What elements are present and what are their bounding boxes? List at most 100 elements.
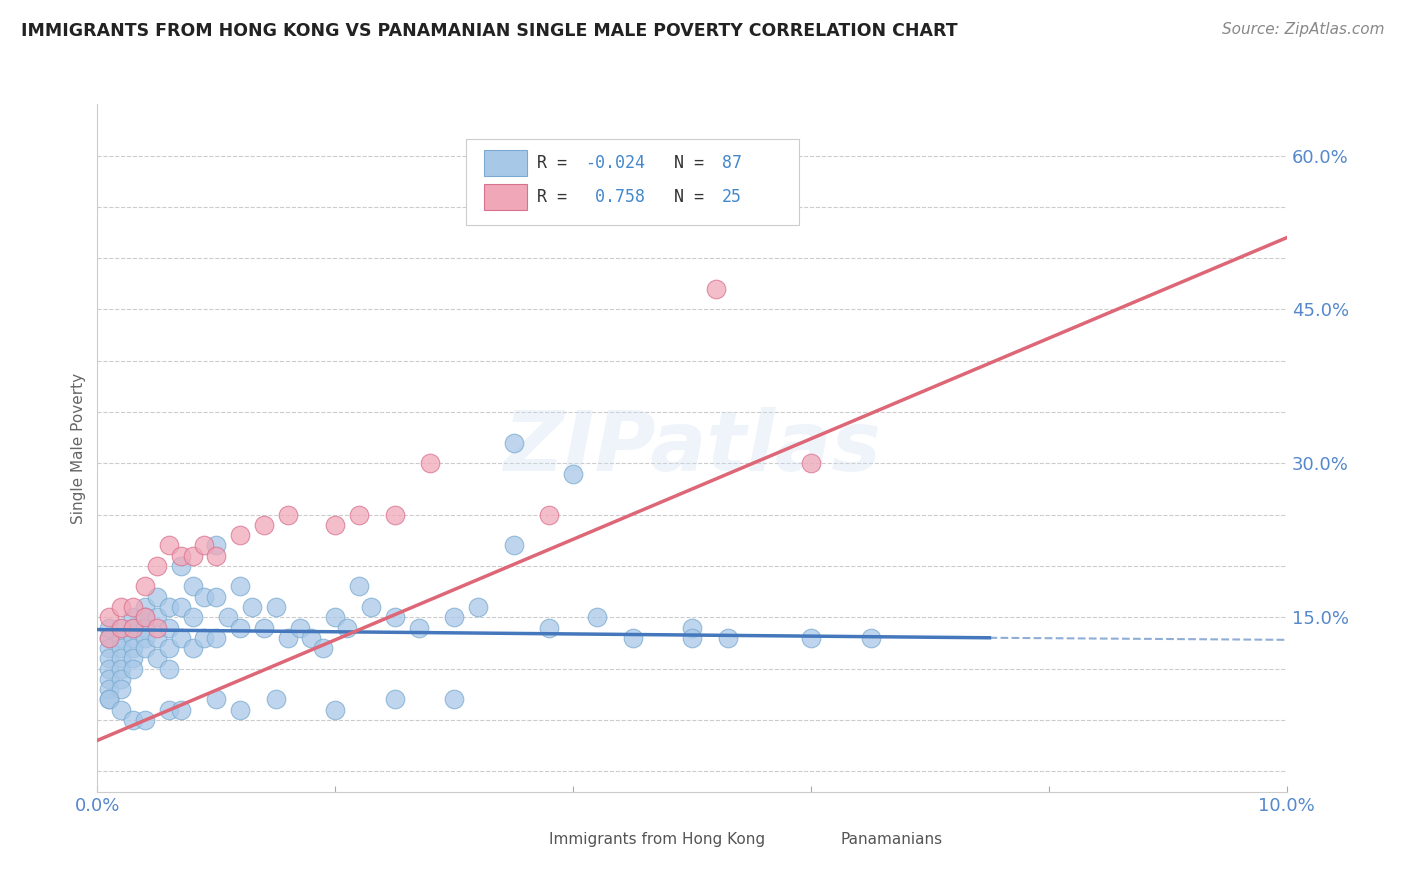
- Point: [110, 682, 132, 697]
- Point: [98, 692, 121, 706]
- Point: [98, 620, 121, 634]
- Point: [205, 590, 228, 604]
- Point: [562, 467, 585, 481]
- Point: [146, 590, 169, 604]
- Point: [98, 631, 121, 645]
- Point: [134, 579, 156, 593]
- Point: [253, 620, 276, 634]
- Point: [347, 579, 370, 593]
- Text: 0.758: 0.758: [585, 188, 645, 206]
- Text: ZIPatlas: ZIPatlas: [503, 408, 882, 489]
- Point: [98, 662, 121, 676]
- Point: [538, 508, 561, 522]
- Point: [193, 538, 215, 552]
- Bar: [484, 150, 527, 176]
- Point: [181, 610, 204, 624]
- Point: [110, 672, 132, 686]
- Bar: [508, 830, 541, 849]
- Text: N =: N =: [675, 188, 714, 206]
- Point: [157, 538, 180, 552]
- Point: [408, 620, 430, 634]
- Text: IMMIGRANTS FROM HONG KONG VS PANAMANIAN SINGLE MALE POVERTY CORRELATION CHART: IMMIGRANTS FROM HONG KONG VS PANAMANIAN …: [21, 22, 957, 40]
- Point: [443, 692, 465, 706]
- Point: [193, 631, 215, 645]
- Point: [98, 682, 121, 697]
- Point: [229, 579, 252, 593]
- Point: [122, 599, 145, 614]
- Point: [323, 703, 346, 717]
- Point: [169, 703, 191, 717]
- Point: [146, 631, 169, 645]
- FancyBboxPatch shape: [467, 138, 799, 225]
- Point: [502, 538, 524, 552]
- Point: [122, 651, 145, 665]
- Point: [217, 610, 239, 624]
- Point: [134, 713, 156, 727]
- Point: [169, 558, 191, 573]
- Point: [98, 610, 121, 624]
- Point: [859, 631, 882, 645]
- Point: [157, 641, 180, 656]
- Point: [419, 456, 441, 470]
- Point: [240, 599, 263, 614]
- Point: [157, 662, 180, 676]
- Point: [323, 610, 346, 624]
- Point: [205, 692, 228, 706]
- Text: R =: R =: [537, 188, 578, 206]
- Point: [98, 631, 121, 645]
- Text: Immigrants from Hong Kong: Immigrants from Hong Kong: [550, 831, 765, 847]
- Point: [98, 672, 121, 686]
- Point: [502, 435, 524, 450]
- Point: [157, 599, 180, 614]
- Point: [146, 558, 169, 573]
- Point: [110, 703, 132, 717]
- Point: [122, 620, 145, 634]
- Point: [704, 282, 727, 296]
- Point: [301, 631, 323, 645]
- Point: [229, 528, 252, 542]
- Text: Panamanians: Panamanians: [841, 831, 943, 847]
- Point: [169, 599, 191, 614]
- Point: [157, 703, 180, 717]
- Point: [122, 641, 145, 656]
- Point: [443, 610, 465, 624]
- Text: 25: 25: [721, 188, 742, 206]
- Point: [122, 610, 145, 624]
- Point: [538, 620, 561, 634]
- Point: [681, 620, 703, 634]
- Point: [264, 599, 287, 614]
- Point: [312, 641, 335, 656]
- Point: [253, 517, 276, 532]
- Text: 87: 87: [721, 153, 742, 171]
- Point: [110, 631, 132, 645]
- Point: [384, 610, 406, 624]
- Point: [360, 599, 382, 614]
- Point: [205, 549, 228, 563]
- Point: [122, 713, 145, 727]
- Point: [621, 631, 644, 645]
- Point: [134, 641, 156, 656]
- Point: [336, 620, 359, 634]
- Point: [122, 620, 145, 634]
- Text: R =: R =: [537, 153, 578, 171]
- Point: [98, 641, 121, 656]
- Point: [181, 549, 204, 563]
- Point: [134, 631, 156, 645]
- Point: [229, 703, 252, 717]
- Text: N =: N =: [675, 153, 714, 171]
- Point: [181, 579, 204, 593]
- Point: [800, 631, 823, 645]
- Point: [467, 599, 489, 614]
- Point: [98, 651, 121, 665]
- Point: [205, 538, 228, 552]
- Point: [169, 631, 191, 645]
- Point: [110, 641, 132, 656]
- Text: Source: ZipAtlas.com: Source: ZipAtlas.com: [1222, 22, 1385, 37]
- Point: [347, 508, 370, 522]
- Point: [277, 508, 299, 522]
- Point: [586, 610, 609, 624]
- Point: [277, 631, 299, 645]
- Point: [98, 692, 121, 706]
- Point: [134, 620, 156, 634]
- Point: [122, 631, 145, 645]
